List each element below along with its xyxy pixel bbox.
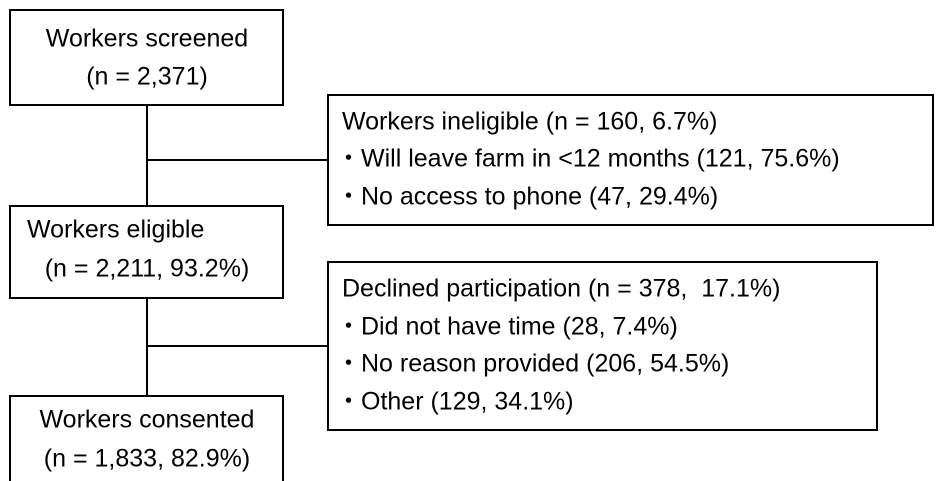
box-item: ・No reason provided (206, 54.5%) bbox=[336, 350, 729, 378]
box-title: Workers consented bbox=[40, 406, 255, 434]
box bbox=[9, 9, 284, 106]
box-item: ・Did not have time (28, 7.4%) bbox=[336, 313, 678, 341]
box bbox=[327, 261, 878, 431]
box bbox=[327, 94, 934, 226]
box-count: (n = 2,211, 93.2%) bbox=[45, 255, 250, 283]
box-title: Workers screened bbox=[46, 25, 248, 53]
box-item: ・Will leave farm in <12 months (121, 75.… bbox=[336, 145, 840, 173]
box-title: Declined participation (n = 378, 17.1%) bbox=[342, 275, 780, 303]
box bbox=[9, 205, 284, 299]
box-title: Workers eligible bbox=[27, 216, 204, 244]
box bbox=[9, 395, 284, 481]
box-item: ・Other (129, 34.1%) bbox=[336, 388, 574, 416]
box-count: (n = 1,833, 82.9%) bbox=[44, 445, 250, 473]
box-title: Workers ineligible (n = 160, 6.7%) bbox=[342, 108, 717, 136]
box-item: ・No access to phone (47, 29.4%) bbox=[336, 183, 718, 211]
box-count: (n = 2,371) bbox=[86, 63, 208, 91]
